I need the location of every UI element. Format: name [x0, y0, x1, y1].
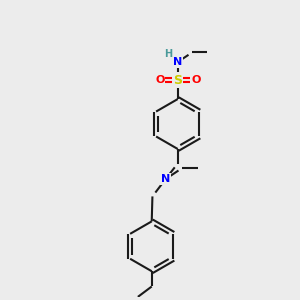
- Text: S: S: [173, 74, 182, 86]
- Text: N: N: [161, 174, 170, 184]
- Text: O: O: [191, 75, 200, 85]
- Text: N: N: [173, 57, 182, 67]
- Text: H: H: [164, 50, 172, 59]
- Text: O: O: [155, 75, 164, 85]
